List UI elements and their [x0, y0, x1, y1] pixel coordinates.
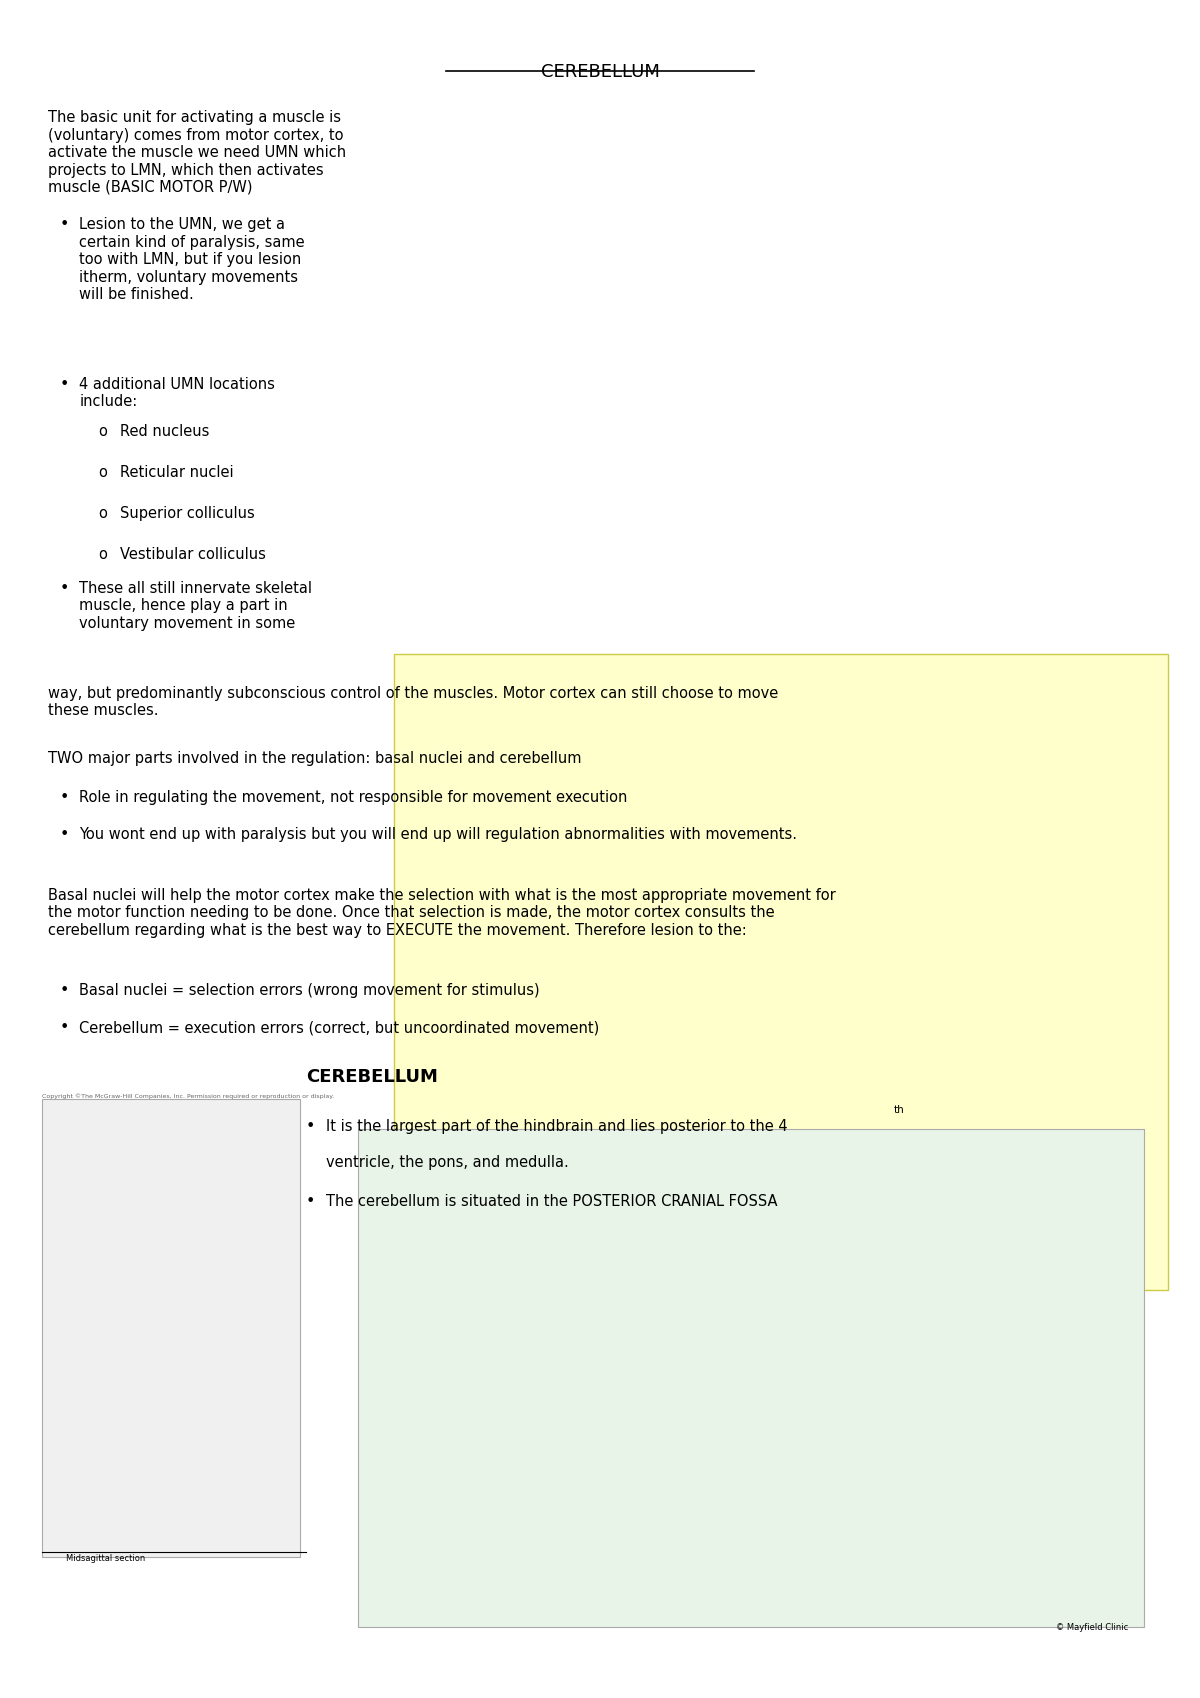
Text: •: • — [60, 377, 70, 392]
Text: Vestibular colliculus: Vestibular colliculus — [120, 547, 266, 562]
Text: Lesion to the UMN, we get a
certain kind of paralysis, same
too with LMN, but if: Lesion to the UMN, we get a certain kind… — [79, 217, 305, 302]
Text: Reticular nuclei: Reticular nuclei — [120, 465, 234, 481]
Text: o: o — [98, 506, 107, 521]
Text: TWO major parts involved in the regulation: basal nuclei and cerebellum: TWO major parts involved in the regulati… — [48, 751, 582, 766]
Text: o: o — [98, 465, 107, 481]
FancyBboxPatch shape — [358, 1129, 1144, 1627]
Text: o: o — [98, 547, 107, 562]
Text: Basal nuclei will help the motor cortex make the selection with what is the most: Basal nuclei will help the motor cortex … — [48, 888, 835, 937]
Text: It is the largest part of the hindbrain and lies posterior to the 4: It is the largest part of the hindbrain … — [326, 1119, 788, 1134]
Text: •: • — [306, 1119, 316, 1134]
FancyBboxPatch shape — [394, 654, 1168, 1290]
Text: The cerebellum is situated in the POSTERIOR CRANIAL FOSSA: The cerebellum is situated in the POSTER… — [326, 1194, 778, 1209]
Text: The basic unit for activating a muscle is
(voluntary) comes from motor cortex, t: The basic unit for activating a muscle i… — [48, 110, 346, 195]
Text: o: o — [98, 424, 107, 440]
Text: CEREBELLUM: CEREBELLUM — [540, 63, 660, 82]
Text: Role in regulating the movement, not responsible for movement execution: Role in regulating the movement, not res… — [79, 790, 628, 805]
Text: •: • — [60, 827, 70, 842]
Text: Cerebellum = execution errors (correct, but uncoordinated movement): Cerebellum = execution errors (correct, … — [79, 1020, 600, 1036]
Text: •: • — [60, 790, 70, 805]
Text: CEREBELLUM: CEREBELLUM — [306, 1068, 438, 1087]
Text: These all still innervate skeletal
muscle, hence play a part in
voluntary moveme: These all still innervate skeletal muscl… — [79, 581, 312, 630]
Text: You wont end up with paralysis but you will end up will regulation abnormalities: You wont end up with paralysis but you w… — [79, 827, 797, 842]
Text: •: • — [306, 1194, 316, 1209]
Text: Midsagittal section: Midsagittal section — [66, 1554, 145, 1562]
Text: 4 additional UMN locations
include:: 4 additional UMN locations include: — [79, 377, 275, 409]
Text: •: • — [60, 217, 70, 233]
Text: Red nucleus: Red nucleus — [120, 424, 209, 440]
Text: ventricle, the pons, and medulla.: ventricle, the pons, and medulla. — [326, 1155, 569, 1170]
Text: Superior colliculus: Superior colliculus — [120, 506, 254, 521]
Text: Basal nuclei = selection errors (wrong movement for stimulus): Basal nuclei = selection errors (wrong m… — [79, 983, 540, 998]
Text: th: th — [894, 1105, 905, 1114]
Text: © Mayfield Clinic: © Mayfield Clinic — [1056, 1623, 1128, 1632]
Text: •: • — [60, 983, 70, 998]
Text: way, but predominantly subconscious control of the muscles. Motor cortex can sti: way, but predominantly subconscious cont… — [48, 686, 779, 718]
Text: Copyright ©The McGraw-Hill Companies, Inc. Permission required or reproduction o: Copyright ©The McGraw-Hill Companies, In… — [42, 1094, 334, 1099]
Text: •: • — [60, 1020, 70, 1036]
FancyBboxPatch shape — [42, 1099, 300, 1557]
Text: •: • — [60, 581, 70, 596]
